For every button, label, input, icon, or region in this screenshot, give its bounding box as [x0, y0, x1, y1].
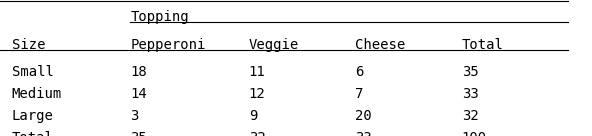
Text: Small: Small [12, 65, 54, 79]
Text: Veggie: Veggie [249, 38, 299, 52]
Text: 32: 32 [462, 109, 478, 123]
Text: Medium: Medium [12, 87, 62, 101]
Text: 33: 33 [462, 87, 478, 101]
Text: 7: 7 [355, 87, 363, 101]
Text: 14: 14 [130, 87, 147, 101]
Text: Topping: Topping [130, 10, 189, 24]
Text: 11: 11 [249, 65, 265, 79]
Text: Total: Total [12, 131, 54, 136]
Text: 35: 35 [130, 131, 147, 136]
Text: 32: 32 [249, 131, 265, 136]
Text: 33: 33 [355, 131, 372, 136]
Text: 6: 6 [355, 65, 363, 79]
Text: 35: 35 [462, 65, 478, 79]
Text: Cheese: Cheese [355, 38, 406, 52]
Text: 9: 9 [249, 109, 257, 123]
Text: Large: Large [12, 109, 54, 123]
Text: 20: 20 [355, 109, 372, 123]
Text: Total: Total [462, 38, 504, 52]
Text: 18: 18 [130, 65, 147, 79]
Text: 12: 12 [249, 87, 265, 101]
Text: 3: 3 [130, 109, 139, 123]
Text: 100: 100 [462, 131, 487, 136]
Text: Pepperoni: Pepperoni [130, 38, 205, 52]
Text: Size: Size [12, 38, 46, 52]
